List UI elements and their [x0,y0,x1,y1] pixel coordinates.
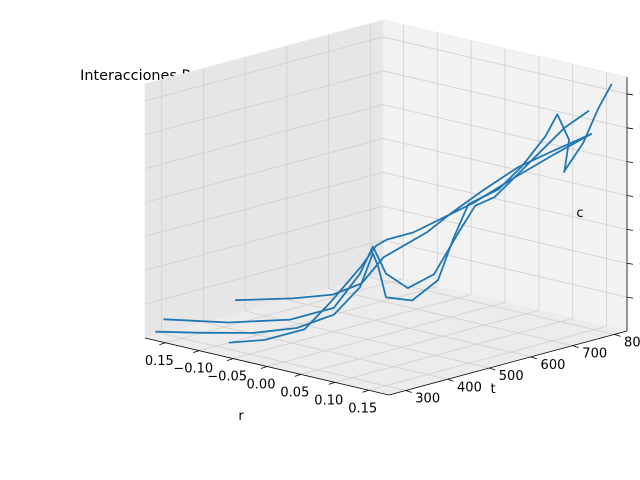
grid-line-y-floor [203,321,448,380]
y-tick-label: 500 [499,369,524,384]
series-line-3 [234,133,592,302]
grid-line-x-floor [368,325,607,391]
x-tick-label: −0.05 [207,370,247,385]
x-tick-label: 0.05 [280,385,309,400]
series-group [155,83,613,344]
grid-line-z-side [144,104,384,170]
grid-line-y-floor [328,288,573,346]
grid-line-x-floor [266,302,506,367]
x-tick-label: 0.15 [145,354,174,369]
grid-line-x-floor [233,294,472,359]
series-line-1 [155,83,613,334]
series-line-4 [228,133,592,344]
z-tick-mark [626,161,634,164]
x-tick-label: 0.00 [247,378,276,393]
x-tick-label: 0.10 [314,393,343,408]
y-tick-label: 400 [457,380,482,395]
grid-line-z-back [382,36,628,95]
y-tick-mark [530,356,538,360]
y-tick-mark [405,390,412,393]
grid-line-z-back [382,138,628,196]
grid-line-z-back [382,239,628,298]
x-tick-mark [362,389,369,393]
grid-line-x-floor [334,317,573,383]
y-axis-label: t [490,382,495,397]
ticks-group: 0.15−0.10−0.050.000.050.100.153004005006… [145,88,640,416]
y-tick-mark [614,333,621,337]
grid-line-z-side [144,239,384,305]
y-tick-label: 300 [415,392,440,407]
grid-line-z-back [382,172,628,230]
grid-line-z-side [144,36,384,102]
x-tick-label: −0.10 [173,362,213,377]
z-tick-mark [626,93,634,96]
z-tick-mark [626,296,634,299]
grid-line-z-back [382,205,628,264]
y-tick-label: 700 [582,347,607,362]
grid-line-x-floor [300,310,539,375]
y-tick-mark [572,345,579,348]
z-tick-mark [626,229,634,231]
x-axis-label: r [238,409,244,424]
grid-line-z-back [382,104,628,163]
grid-line-x-floor [199,286,438,352]
grid-line-z-side [144,205,384,271]
x-tick-label: 0.15 [348,401,377,416]
z-tick-mark [626,262,634,265]
z-axis-label: c [576,206,583,221]
x-tick-mark [159,342,166,346]
y-tick-mark [447,378,454,382]
z-tick-mark [626,127,634,130]
y-tick-mark [489,367,496,371]
x-tick-mark [193,350,200,354]
y-tick-label: 800 [624,335,640,350]
x-tick-mark [226,358,234,361]
y-tick-label: 600 [541,358,566,373]
x-tick-mark [260,366,268,369]
grid-group [144,23,628,391]
x-tick-mark [328,381,335,385]
y-axis-line [388,330,628,396]
grid-line-y-floor [161,333,406,391]
z-tick-mark [626,195,634,197]
grid-line-z-side [144,172,384,237]
grid-line-z-back [382,70,628,129]
pane-group [144,19,628,396]
grid-line-z-side [144,138,384,203]
x-tick-mark [294,374,302,377]
grid-line-z-side [144,70,384,136]
